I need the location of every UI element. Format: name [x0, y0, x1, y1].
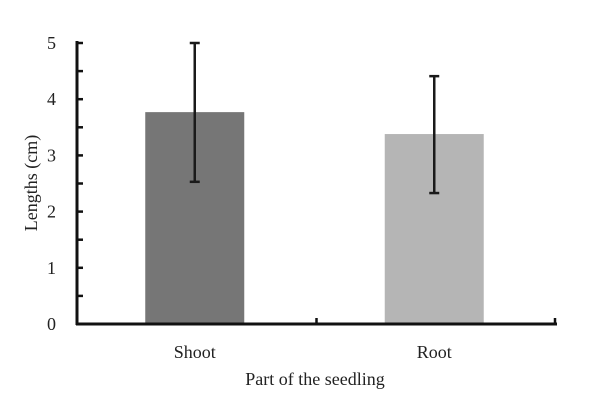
x-tick-label: Shoot — [174, 342, 216, 362]
y-tick-label: 1 — [47, 258, 56, 278]
y-tick-label: 5 — [47, 33, 56, 53]
error-bars-group — [189, 41, 440, 195]
y-tick-label: 2 — [47, 202, 56, 222]
error-bar-shoot — [189, 41, 200, 184]
y-tick-label: 0 — [47, 314, 56, 334]
y-axis-title: Lengths (cm) — [21, 135, 42, 231]
y-axis: 0 1 2 3 4 5 — [47, 33, 83, 334]
bars-group — [145, 112, 484, 324]
x-axis-title: Part of the seedling — [245, 369, 384, 389]
y-tick-label: 3 — [47, 145, 56, 165]
x-axis: Shoot Root — [76, 318, 557, 362]
error-bar-root — [429, 74, 440, 195]
y-tick-label: 4 — [47, 89, 56, 109]
x-tick-label: Root — [417, 342, 452, 362]
